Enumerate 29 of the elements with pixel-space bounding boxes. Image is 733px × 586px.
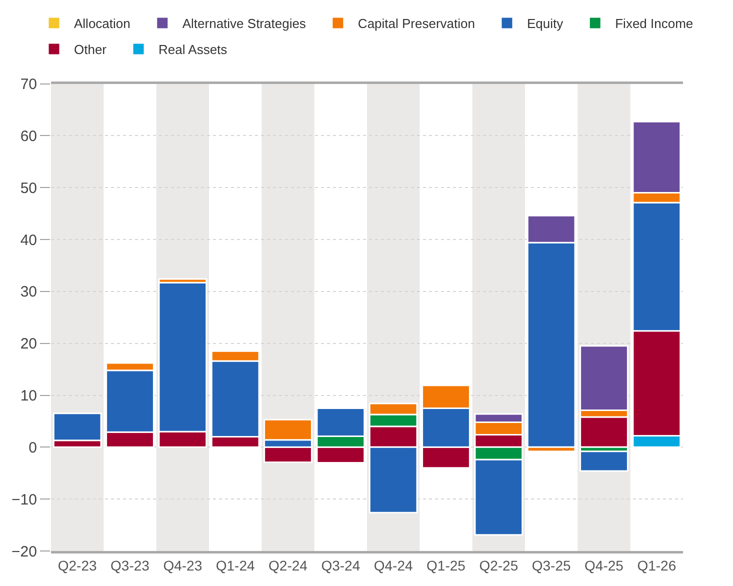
y-tick-label: −20: [12, 543, 37, 560]
y-tick-label: 70: [20, 76, 37, 93]
x-tick-label: Q3-25: [532, 557, 571, 574]
y-tick-label: 0: [28, 439, 37, 456]
x-tick-label: Q3-24: [321, 557, 360, 574]
x-tick-label: Q1-24: [216, 557, 255, 574]
x-tick-label: Q2-24: [268, 557, 308, 574]
x-tick-label: Q3-23: [110, 557, 150, 574]
y-tick-label: −10: [12, 491, 37, 508]
x-tick-label: Q4-24: [374, 557, 413, 574]
x-tick-label: Q4-25: [584, 557, 624, 574]
legend-label: Capital Preservation: [358, 16, 475, 32]
y-tick-label: 10: [20, 388, 37, 404]
y-tick-label: 50: [20, 180, 37, 197]
legend-label: Fixed Income: [615, 16, 694, 32]
legend-label: Real Assets: [158, 42, 228, 58]
x-tick-label: Q4-23: [163, 557, 202, 574]
legend-label: Equity: [526, 16, 564, 32]
x-tick-label: Q2-25: [479, 557, 518, 574]
y-tick-label: 30: [20, 284, 37, 301]
legend-label: Allocation: [74, 16, 130, 32]
y-tick-label: 20: [20, 336, 37, 353]
x-tick-label: Q1-25: [426, 557, 466, 574]
x-tick-label: Q1-26: [637, 557, 676, 574]
y-tick-label: 40: [20, 232, 37, 249]
legend-label: Other: [74, 42, 108, 58]
x-tick-label: Q2-23: [58, 557, 97, 574]
y-tick-label: 60: [20, 128, 37, 145]
legend-label: Alternative Strategies: [182, 16, 306, 32]
